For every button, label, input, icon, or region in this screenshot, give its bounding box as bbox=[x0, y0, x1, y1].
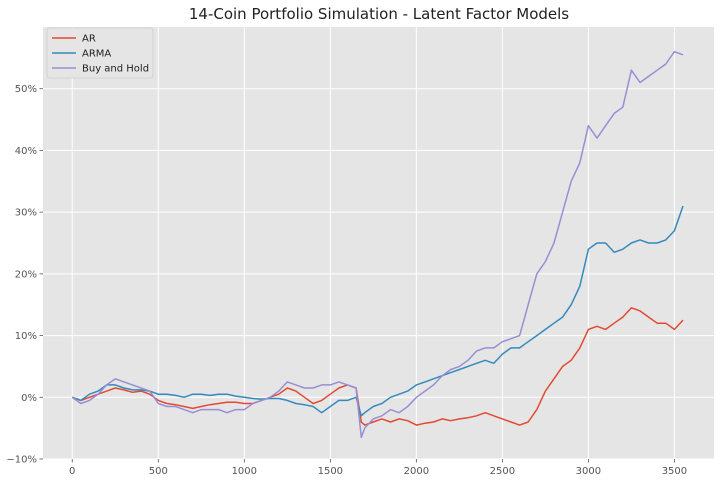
y-tick-label: 30% bbox=[15, 208, 37, 219]
x-axis-ticks: 0 500 1000 1500 2000 2500 3000 3500 bbox=[69, 459, 687, 477]
grid-lines bbox=[43, 27, 714, 460]
series-line-3 bbox=[71, 50, 684, 439]
series-line-2 bbox=[71, 205, 684, 417]
y-tick-label: 20% bbox=[15, 269, 37, 280]
x-tick-label: 2500 bbox=[490, 466, 515, 477]
y-tick-label: 40% bbox=[15, 146, 37, 157]
y-tick-label: 0% bbox=[21, 393, 37, 404]
x-tick-label: 1000 bbox=[232, 466, 257, 477]
y-tick-label: 50% bbox=[15, 84, 37, 95]
chart-title: 14-Coin Portfolio Simulation - Latent Fa… bbox=[189, 5, 569, 23]
x-tick-label: 500 bbox=[149, 466, 168, 477]
legend-label: AR bbox=[82, 34, 96, 45]
legend: AR ARMA Buy and Hold bbox=[46, 27, 154, 79]
series-layer bbox=[71, 50, 684, 439]
x-tick-label: 3500 bbox=[662, 466, 687, 477]
y-axis-ticks: −10% 0% 10% 20% 30% 40% 50% bbox=[6, 84, 43, 466]
x-tick-label: 0 bbox=[69, 466, 75, 477]
x-tick-label: 2000 bbox=[404, 466, 429, 477]
series-line-1 bbox=[71, 307, 684, 426]
x-tick-label: 1500 bbox=[318, 466, 343, 477]
plot-area bbox=[43, 27, 714, 459]
y-tick-label: −10% bbox=[6, 455, 37, 466]
x-tick-label: 3000 bbox=[576, 466, 601, 477]
legend-box bbox=[46, 27, 154, 79]
y-tick-label: 10% bbox=[15, 331, 37, 342]
legend-label: ARMA bbox=[82, 49, 111, 60]
legend-label: Buy and Hold bbox=[82, 64, 149, 75]
